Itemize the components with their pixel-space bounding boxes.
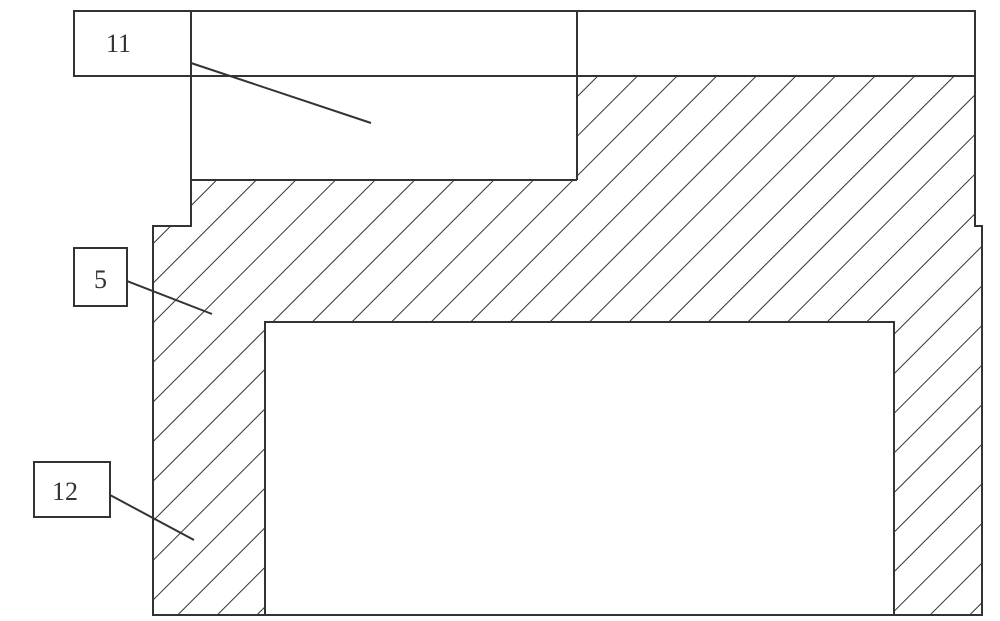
- label-text-l12: 12: [52, 477, 78, 506]
- label-leader-l11: [191, 63, 371, 123]
- label-box-l11: [74, 11, 191, 76]
- diagram-canvas: 11 5 12: [0, 0, 1000, 621]
- inner-cavity: [265, 322, 894, 615]
- label-text-l11: 11: [106, 29, 131, 58]
- label-text-l5: 5: [94, 265, 107, 294]
